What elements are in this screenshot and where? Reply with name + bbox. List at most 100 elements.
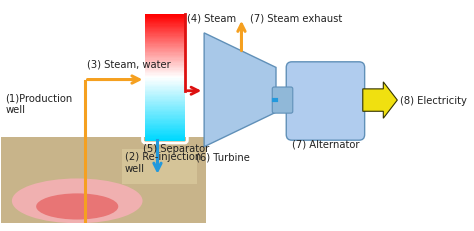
Bar bbox=[146, 75, 184, 77]
Bar bbox=[146, 112, 184, 114]
Bar bbox=[146, 128, 184, 130]
Bar bbox=[146, 26, 184, 28]
Bar bbox=[146, 132, 184, 134]
Bar bbox=[146, 83, 184, 85]
Bar bbox=[146, 38, 184, 40]
Bar bbox=[146, 25, 184, 27]
FancyBboxPatch shape bbox=[272, 88, 293, 114]
Text: (7) Steam exhaust: (7) Steam exhaust bbox=[250, 13, 342, 23]
Bar bbox=[146, 99, 184, 101]
Text: (5) Separator: (5) Separator bbox=[143, 143, 209, 153]
Bar bbox=[146, 19, 184, 21]
Bar bbox=[146, 43, 184, 45]
Bar bbox=[146, 57, 184, 58]
Bar bbox=[146, 78, 184, 80]
Bar bbox=[146, 29, 184, 31]
Text: (1)Production
well: (1)Production well bbox=[5, 93, 73, 114]
Bar bbox=[146, 133, 184, 135]
Bar bbox=[146, 117, 184, 119]
Bar bbox=[146, 79, 184, 81]
Bar bbox=[146, 89, 184, 91]
Bar bbox=[122, 149, 197, 184]
Bar bbox=[146, 55, 184, 57]
Bar bbox=[146, 60, 184, 62]
Bar bbox=[146, 20, 184, 22]
Bar bbox=[146, 48, 184, 50]
Bar bbox=[146, 136, 184, 138]
Bar bbox=[146, 109, 184, 111]
Polygon shape bbox=[204, 34, 276, 147]
Bar bbox=[146, 94, 184, 96]
Bar bbox=[146, 116, 184, 118]
Ellipse shape bbox=[12, 179, 143, 223]
Bar bbox=[146, 122, 184, 124]
Bar bbox=[146, 80, 184, 82]
Text: (2) Re-injection
well: (2) Re-injection well bbox=[125, 152, 201, 173]
Bar bbox=[146, 40, 184, 42]
Bar bbox=[146, 114, 184, 116]
Bar bbox=[146, 138, 184, 140]
Bar bbox=[146, 77, 184, 79]
Bar bbox=[146, 82, 184, 84]
Bar bbox=[146, 106, 184, 107]
Bar bbox=[146, 107, 184, 109]
Bar bbox=[146, 88, 184, 90]
Bar bbox=[146, 70, 184, 72]
Bar bbox=[146, 34, 184, 36]
Bar bbox=[146, 39, 184, 41]
Bar bbox=[146, 98, 184, 100]
Bar bbox=[146, 58, 184, 60]
Bar bbox=[146, 74, 184, 76]
Bar bbox=[146, 84, 184, 86]
Bar bbox=[146, 63, 184, 65]
Bar bbox=[146, 95, 184, 97]
Bar bbox=[146, 64, 184, 66]
Bar bbox=[146, 104, 184, 106]
Bar bbox=[146, 137, 184, 139]
Text: (7) Alternator: (7) Alternator bbox=[292, 139, 359, 149]
Bar bbox=[146, 44, 184, 46]
Text: (8) Electricity: (8) Electricity bbox=[400, 96, 467, 106]
Bar bbox=[146, 134, 184, 136]
Bar bbox=[146, 102, 184, 104]
Bar bbox=[146, 50, 184, 52]
Bar bbox=[146, 97, 184, 99]
Bar bbox=[146, 69, 184, 71]
Bar bbox=[146, 108, 184, 110]
Bar bbox=[146, 65, 184, 67]
Bar bbox=[146, 118, 184, 120]
Bar bbox=[146, 85, 184, 87]
Bar bbox=[146, 73, 184, 75]
Bar bbox=[146, 42, 184, 43]
Bar bbox=[146, 33, 184, 35]
Bar bbox=[0, 138, 206, 223]
Bar bbox=[146, 31, 184, 33]
Bar bbox=[146, 119, 184, 121]
Text: (6) Turbine: (6) Turbine bbox=[196, 152, 250, 162]
Bar bbox=[146, 139, 184, 141]
Text: (3) Steam, water: (3) Steam, water bbox=[87, 59, 170, 69]
Bar bbox=[146, 16, 184, 18]
Bar bbox=[146, 93, 184, 95]
Bar bbox=[146, 127, 184, 129]
Bar bbox=[146, 35, 184, 37]
Bar bbox=[146, 54, 184, 56]
Bar bbox=[146, 23, 184, 25]
Bar bbox=[146, 59, 184, 61]
Bar bbox=[146, 87, 184, 89]
Bar bbox=[146, 45, 184, 47]
Bar bbox=[146, 30, 184, 32]
Bar bbox=[146, 129, 184, 131]
Bar bbox=[146, 110, 184, 112]
Ellipse shape bbox=[36, 194, 118, 220]
Bar bbox=[146, 121, 184, 122]
Bar bbox=[146, 72, 184, 74]
Bar bbox=[146, 90, 184, 92]
Bar bbox=[146, 53, 184, 55]
Bar bbox=[146, 28, 184, 30]
Bar bbox=[146, 46, 184, 49]
Bar bbox=[146, 49, 184, 51]
Bar bbox=[146, 124, 184, 126]
Bar bbox=[146, 100, 184, 102]
Bar bbox=[146, 103, 184, 105]
